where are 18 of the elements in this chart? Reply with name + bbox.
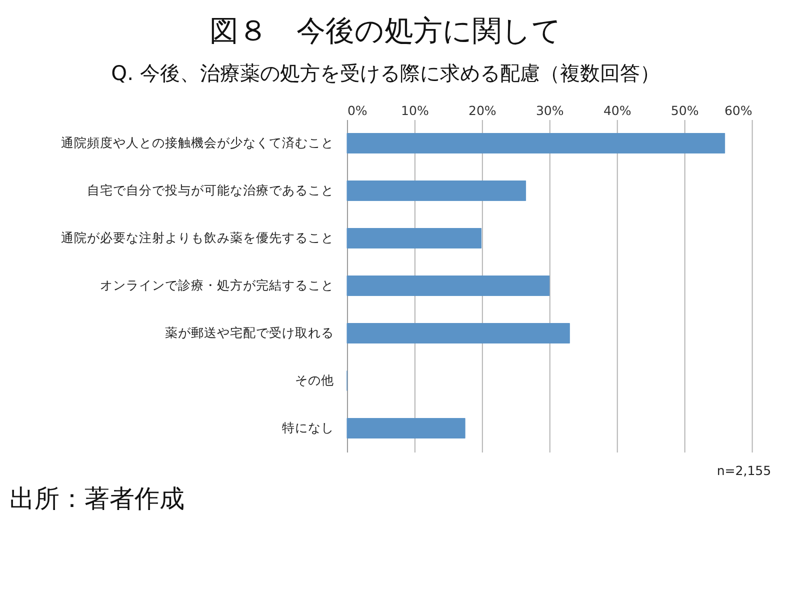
y-tick-label: 特になし [282,420,334,436]
y-tick-label: 薬が郵送や宅配で受け取れる [164,325,334,340]
text: 出所：著者作成 [10,484,185,513]
x-tick-label: 30% [536,103,564,118]
y-tick-label: 自宅で自分で投与が可能な治療であること [86,182,334,198]
x-tick-label: 50% [670,103,699,118]
text: n=2,155 [716,463,772,478]
y-tick-label: その他 [294,372,334,388]
x-tick-label: 20% [468,103,496,118]
x-tick-label: 0% [347,103,368,118]
y-tick-label: 通院が必要な注射よりも飲み薬を優先すること [60,230,334,246]
y-tick-label: オンラインで診療・処方が完結すること [100,278,334,293]
x-tick-label: 10% [401,103,429,118]
x-tick-label: 40% [603,103,632,118]
chart-title: 図８ 今後の処方に関して [210,13,562,48]
x-tick-label: 60% [724,103,752,118]
y-tick-label: 通院頻度や人との接触機会が少なくて済むこと [60,135,334,150]
chart-subtitle: Q. 今後、治療薬の処方を受ける際に求める配慮（複数回答） [111,60,660,85]
